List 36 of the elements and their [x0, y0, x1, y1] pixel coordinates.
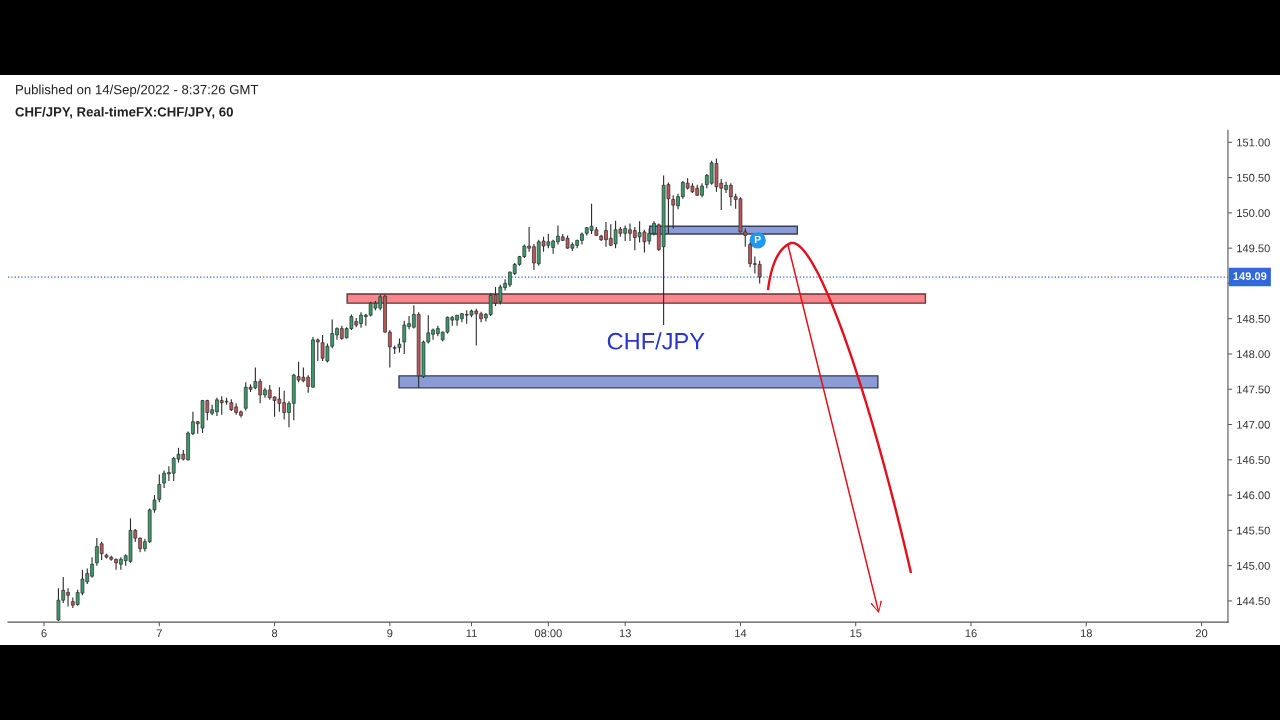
x-tick-label: 8	[271, 629, 278, 638]
candlestick	[99, 541, 104, 561]
x-tick-label: 7	[156, 629, 162, 638]
y-tick-label: 150.00	[1237, 209, 1270, 217]
y-tick-label: 151.00	[1237, 138, 1270, 147]
x-tick-label: 11	[466, 629, 477, 638]
y-tick-label: 149.50	[1237, 244, 1270, 253]
candlestick	[757, 260, 762, 284]
y-tick-label: 147.00	[1237, 420, 1270, 429]
x-tick-label: 13	[619, 629, 631, 638]
x-tick-label: 9	[387, 629, 393, 638]
ref-line-label: 149.09	[1233, 272, 1267, 281]
y-tick-label: 150.50	[1237, 173, 1270, 182]
y-tick-label: 145.00	[1237, 561, 1270, 570]
y-tick-label: 146.00	[1237, 491, 1270, 500]
candlestick	[56, 587, 61, 622]
y-tick-label: 145.50	[1237, 526, 1270, 535]
y-tick-label: 147.50	[1237, 385, 1270, 394]
x-tick-label: 08:00	[534, 629, 562, 638]
x-tick-label: 14	[735, 629, 747, 638]
annotation: P	[754, 235, 761, 244]
x-tick-label: 6	[41, 629, 47, 638]
candlestick	[671, 194, 676, 229]
chart-title: CHF/JPY, Real-timeFX:CHF/JPY, 60	[15, 106, 233, 119]
chart-subtitle: Published on 14/Sep/2022 - 8:37:26 GMT	[16, 84, 259, 97]
y-tick-label: 146.50	[1237, 456, 1270, 464]
y-tick-label: 148.50	[1237, 314, 1270, 323]
x-tick-label: 15	[850, 629, 862, 638]
x-tick-label: 16	[965, 629, 977, 638]
candlestick	[402, 320, 407, 355]
annotation: CHF/JPY	[607, 332, 705, 350]
y-tick-label: 148.00	[1237, 350, 1270, 359]
x-tick-label: 18	[1080, 629, 1092, 638]
candlestick	[714, 157, 719, 193]
y-tick-label: 144.50	[1237, 597, 1270, 606]
x-tick-label: 20	[1195, 629, 1208, 638]
